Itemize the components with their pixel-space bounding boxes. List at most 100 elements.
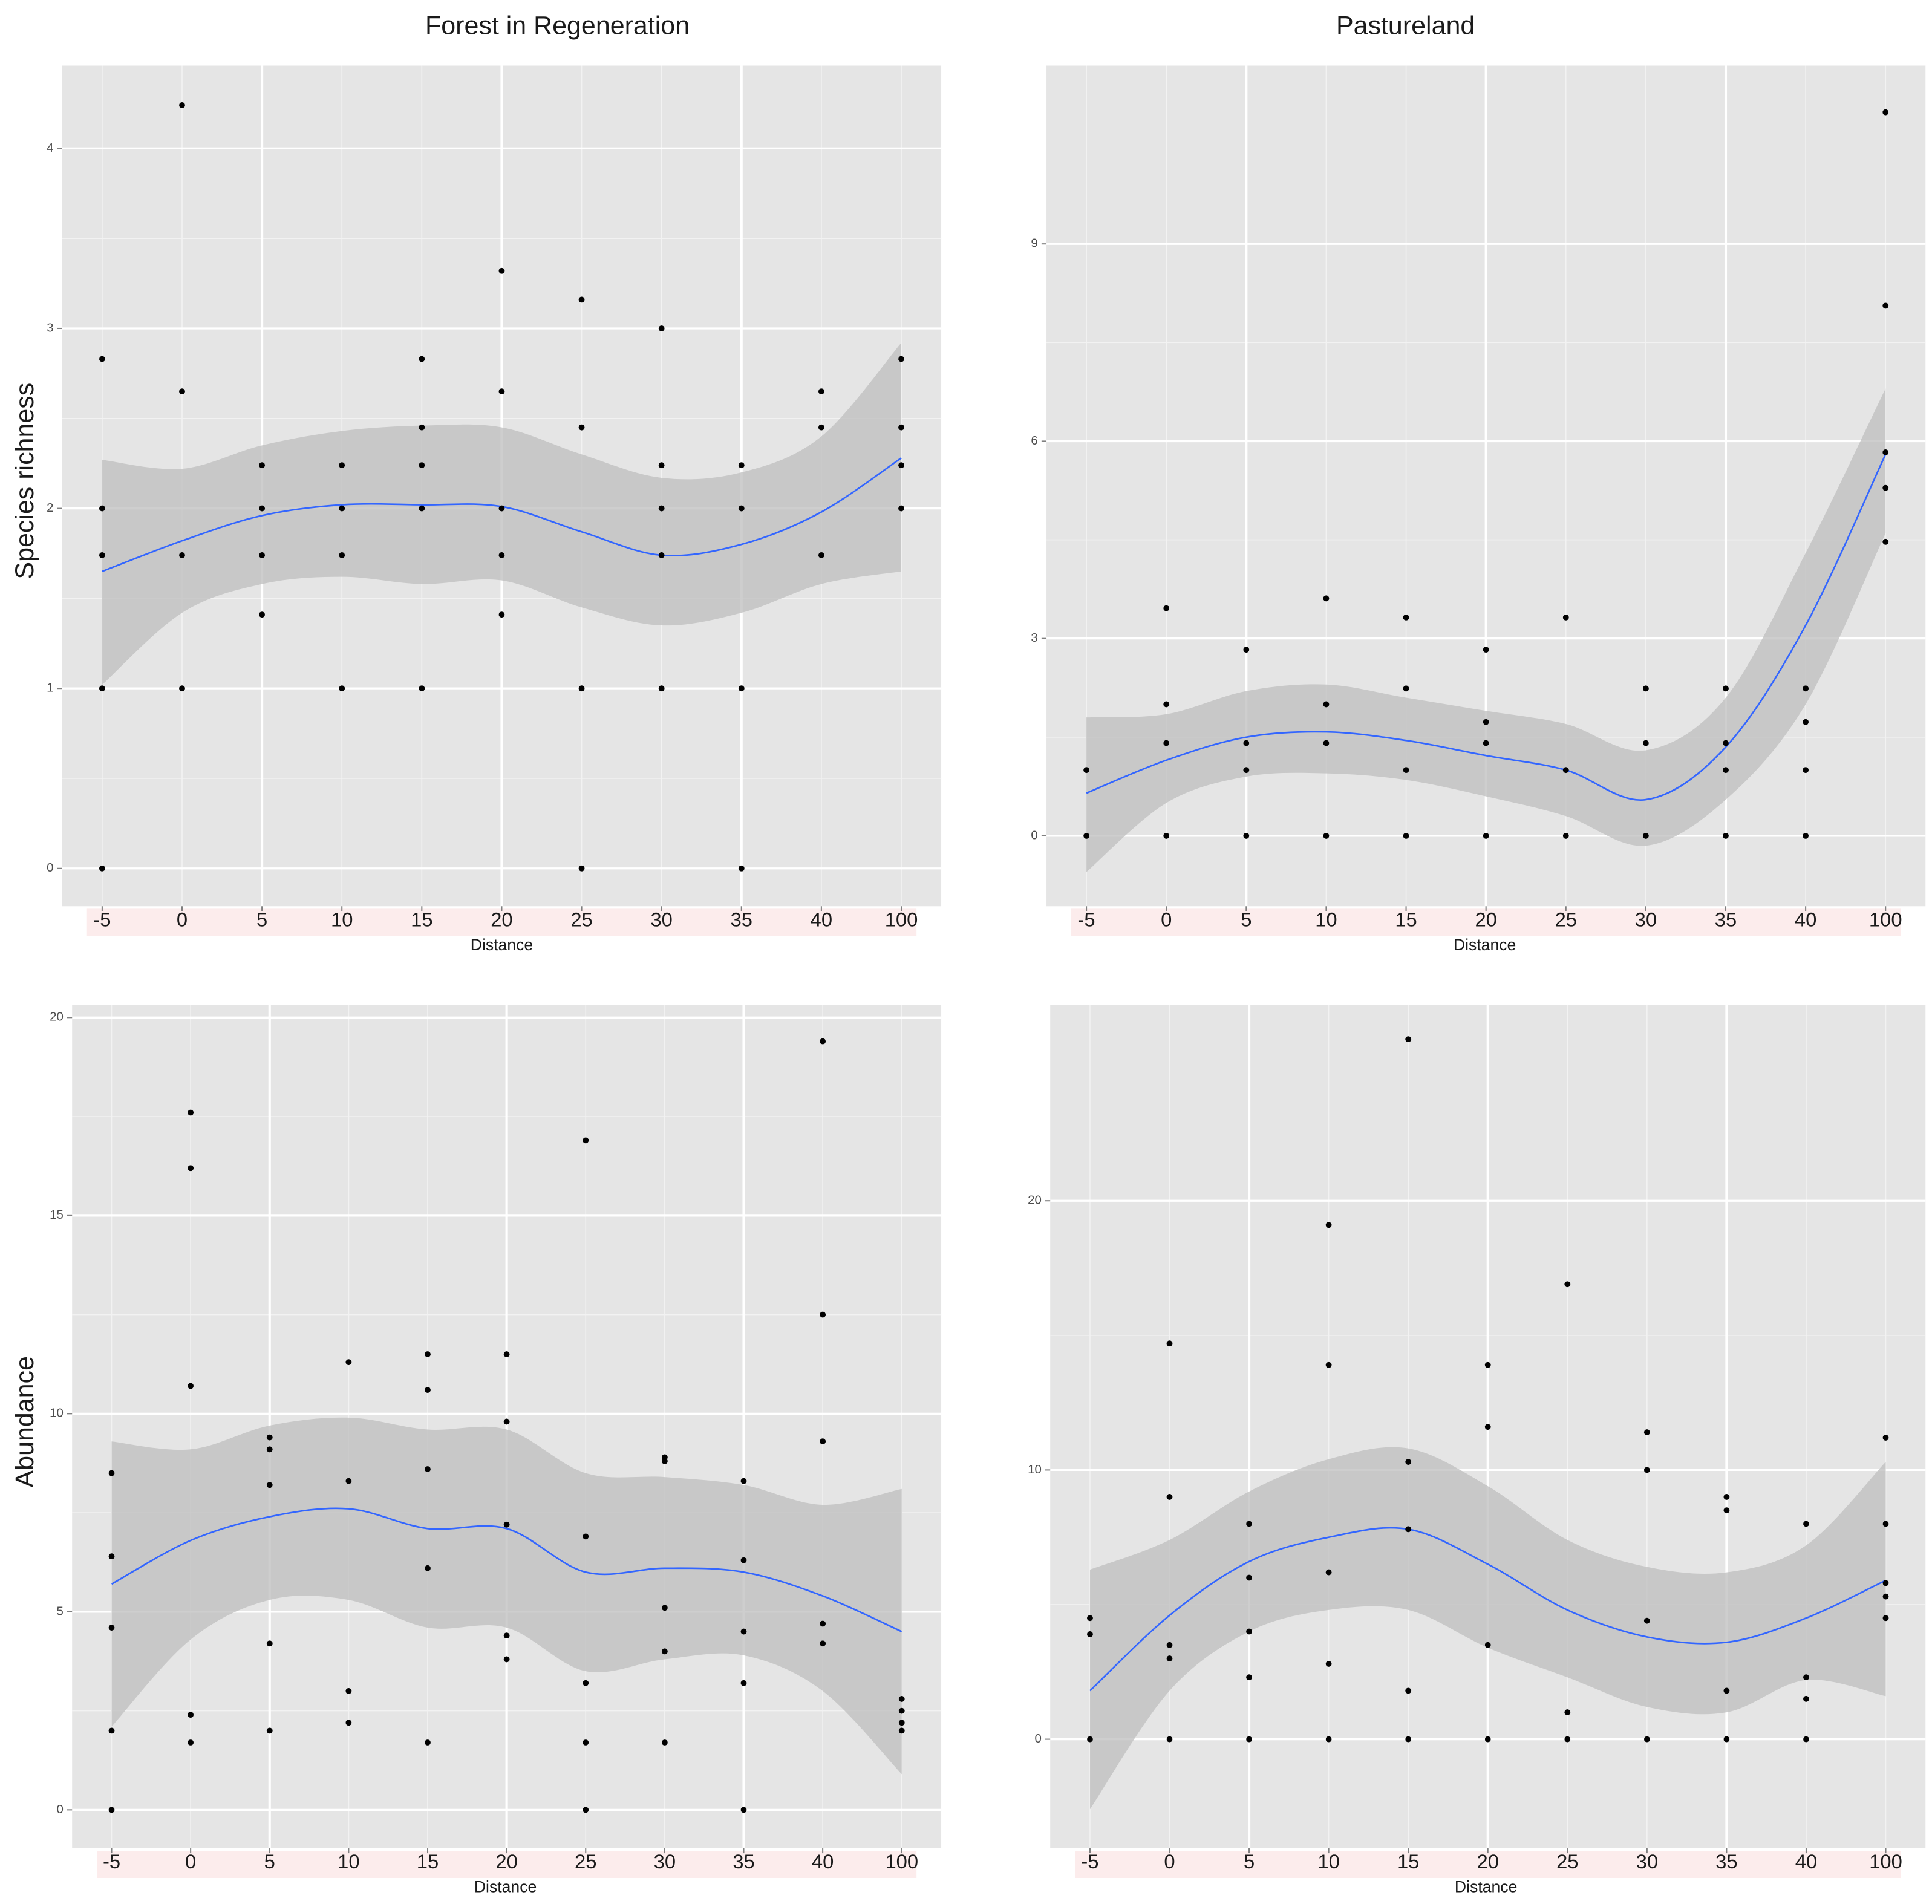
point [738,462,745,469]
point [1562,767,1569,774]
point [498,552,505,558]
point [1562,614,1569,621]
point [1246,1521,1252,1527]
x-tick-label: 0 [185,1850,196,1873]
point [266,1434,273,1441]
y-tick-label: 9 [1031,236,1037,250]
point [661,1458,668,1464]
x-label-strip [1075,1850,1901,1879]
x-tick-label: 25 [1556,1850,1578,1873]
point [1323,832,1330,839]
point [1882,302,1889,309]
point [503,1656,510,1663]
point [583,1533,589,1540]
point [108,1470,115,1476]
point [1723,1687,1730,1694]
point [898,1727,905,1734]
point [1882,1580,1889,1586]
point [108,1727,115,1734]
point [1163,832,1170,839]
point [1483,719,1489,725]
point [503,1521,510,1528]
point [738,505,745,512]
point [425,1351,431,1357]
y-tick-label: 1 [47,681,53,695]
point [1803,767,1809,774]
x-tick-label: 0 [1164,1850,1175,1873]
panel: 0 10 20 -5 0 5 10 15 20 25 30 35 40 100 Distance [1028,1005,1926,1896]
x-tick-label: 5 [1241,908,1252,930]
x-tick-label: -5 [1081,1850,1098,1873]
point [108,1625,115,1631]
x-label-strip [97,1850,917,1879]
point [188,1739,194,1746]
point [1246,1736,1252,1743]
point [425,1387,431,1393]
point [498,388,505,395]
point [1564,1709,1571,1715]
point [108,1807,115,1813]
x-tick-label: 20 [1477,1850,1499,1873]
point [266,1482,273,1488]
point [820,1038,826,1045]
point [1643,1467,1650,1473]
y-tick-label: 2 [47,501,53,515]
x-tick-label: 35 [1715,908,1737,930]
x-tick-label: 20 [495,1850,517,1873]
x-tick-label: 15 [1395,908,1417,930]
x-tick-label: 0 [1161,908,1172,930]
point [658,325,665,331]
y-tick-label: 20 [1028,1193,1042,1207]
point [498,505,505,512]
x-tick-label: 40 [812,1850,834,1873]
x-tick-label: 30 [654,1850,676,1873]
y-tick-label: 0 [47,861,53,875]
point [1803,1521,1809,1527]
point [1166,1736,1173,1743]
point [1643,1736,1650,1743]
x-tick-label: 20 [1475,908,1496,930]
point [1243,647,1250,653]
x-axis-label: Distance [471,936,533,954]
point [898,505,904,512]
point [188,1109,194,1116]
point [425,1739,431,1746]
point [1403,767,1409,774]
x-tick-label: 30 [1635,908,1657,930]
point [419,424,425,431]
y-tick-label: 0 [1031,828,1037,842]
point [1803,685,1809,692]
point [1403,832,1409,839]
x-tick-label: 5 [264,1850,275,1873]
point [1325,1661,1332,1667]
panel: 0 5 10 15 20 -5 0 5 10 15 20 25 30 35 40 100 Distance Abu… [10,1005,942,1896]
point [1325,1569,1332,1576]
point [259,611,266,618]
x-tick-label: 40 [811,908,832,930]
point [898,356,904,362]
point [1564,1281,1571,1288]
point [661,1739,668,1746]
point [188,1165,194,1172]
point [898,1696,905,1702]
point [503,1418,510,1425]
confidence-band [1089,1447,1886,1810]
point [339,685,345,692]
point [1405,1036,1412,1043]
point [1803,1674,1809,1681]
y-tick-label: 3 [1031,631,1037,645]
point [1484,1361,1491,1368]
point [1882,1593,1889,1600]
point [339,552,345,558]
point [1163,605,1170,611]
point [820,1311,826,1318]
point [503,1351,510,1357]
point [1882,449,1889,455]
x-tick-label: 40 [1795,908,1816,930]
point [1323,740,1330,746]
x-tick-label: -5 [103,1850,120,1873]
panel: 0 1 2 3 4 -5 0 5 10 15 20 25 30 35 40 100 Distance Forest… [10,11,942,954]
point [419,462,425,469]
point [419,505,425,512]
